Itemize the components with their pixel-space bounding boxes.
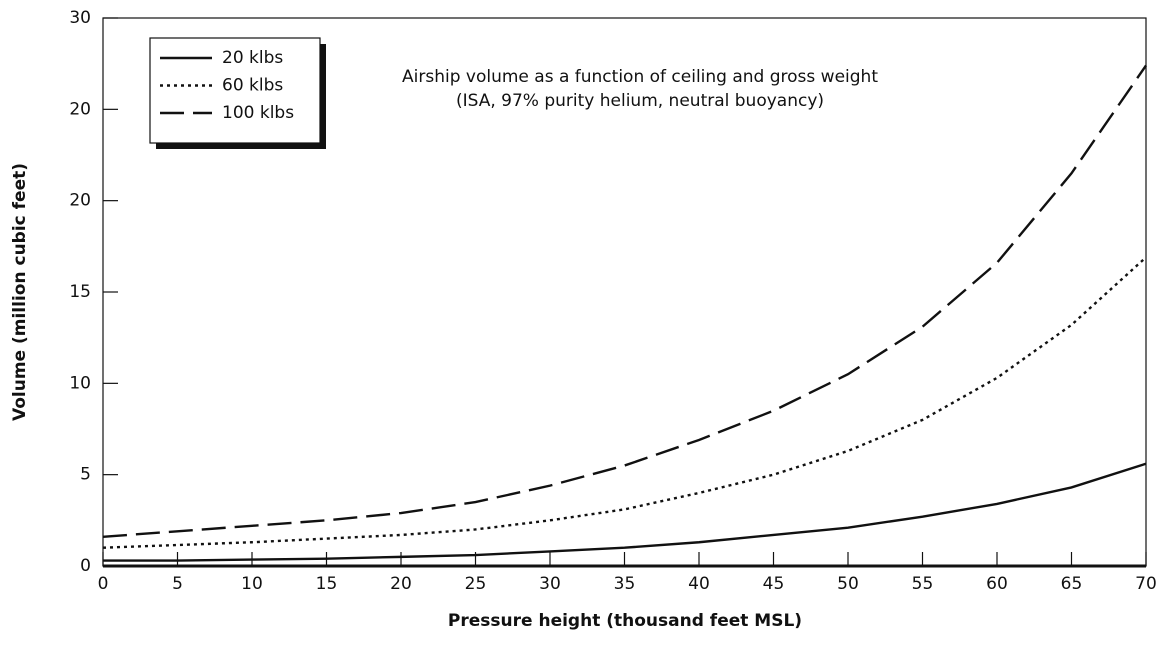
legend: [149, 37, 321, 144]
y-tick-label: 5: [80, 465, 91, 485]
x-tick-label: 55: [912, 574, 934, 594]
x-tick-label: 45: [763, 574, 785, 594]
x-tick-label: 10: [241, 574, 263, 594]
series-line: [102, 64, 1147, 538]
y-tick-label: 20: [69, 191, 91, 211]
x-tick-label: 15: [316, 574, 338, 594]
legend-label: 60 klbs: [222, 76, 283, 96]
x-tick-label: 30: [539, 574, 561, 594]
x-tick-label: 65: [1061, 574, 1083, 594]
annotation: (ISA, 97% purity helium, neutral buoyanc…: [456, 91, 824, 111]
x-tick-label: 35: [614, 574, 636, 594]
x-tick-label: 50: [837, 574, 859, 594]
x-tick-label: 60: [986, 574, 1008, 594]
y-tick-label: 20: [69, 99, 91, 119]
x-tick-label: 70: [1135, 574, 1157, 594]
annotation: Airship volume as a function of ceiling …: [402, 67, 878, 87]
legend-label: 100 klbs: [222, 103, 294, 123]
x-tick-label: 20: [390, 574, 412, 594]
x-tick-label: 5: [172, 574, 183, 594]
series-line: [103, 462, 1147, 562]
legend-label: 20 klbs: [222, 48, 283, 68]
y-tick-label: 30: [69, 8, 91, 28]
x-tick-label: 40: [688, 574, 710, 594]
y-tick-label: 0: [80, 556, 91, 576]
x-tick-label: 25: [465, 574, 487, 594]
y-axis-label: Volume (million cubic feet): [10, 163, 30, 421]
y-tick-label: 10: [69, 373, 91, 393]
x-axis-label: Pressure height (thousand feet MSL): [448, 611, 802, 631]
y-tick-label: 15: [69, 282, 91, 302]
x-tick-label: 0: [98, 574, 109, 594]
